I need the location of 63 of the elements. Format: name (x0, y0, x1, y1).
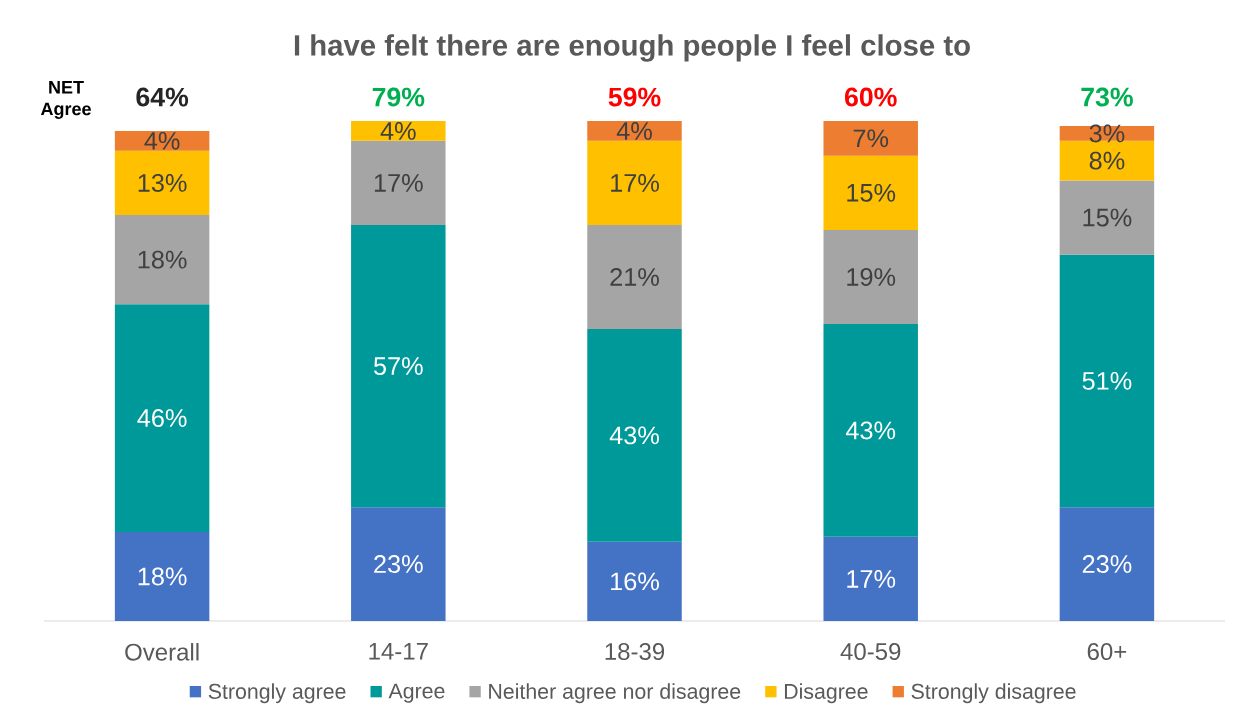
bar (587, 225, 682, 329)
data-label: 15% (847, 183, 896, 202)
data-label: 16% (611, 572, 659, 591)
data-label: 23% (374, 555, 423, 574)
chart-title: I have felt there are enough people I feel close to (294, 34, 970, 62)
x-tick-label: 40-59 (840, 643, 901, 661)
legend-label: Strongly agree (208, 683, 346, 704)
text: 64% (136, 87, 189, 107)
bar (1059, 507, 1155, 621)
x-tick-label: 14-17 (369, 643, 428, 660)
bar (114, 215, 210, 305)
x-tick-label: 18-39 (605, 643, 665, 661)
data-label: 43% (845, 421, 896, 440)
data-label: 17% (847, 570, 896, 588)
data-label: 17% (611, 174, 659, 192)
bar (587, 121, 682, 141)
legend-label: Strongly disagree (911, 683, 1076, 704)
data-label: 46% (137, 409, 187, 428)
bar (823, 155, 918, 230)
text: NET Agree (40, 81, 91, 119)
bar (114, 150, 210, 216)
data-label: 17% (374, 174, 423, 192)
data-label: 13% (138, 173, 187, 192)
data-label: 18% (138, 567, 187, 586)
bar (823, 229, 918, 324)
data-label: 8% (1089, 151, 1125, 170)
bar (587, 140, 682, 225)
bar (587, 541, 682, 621)
data-label: 51% (1082, 372, 1132, 390)
data-label: 3% (1089, 124, 1125, 143)
bar (351, 140, 446, 225)
x-tick-label: 60+ (1087, 643, 1127, 661)
text: 79% (372, 87, 425, 107)
data-label: 19% (847, 268, 896, 286)
data-label: 57% (373, 357, 423, 375)
data-label: 4% (616, 122, 652, 140)
bar (823, 324, 918, 537)
data-label: 7% (853, 129, 889, 148)
bar (114, 304, 210, 532)
bar (351, 225, 446, 508)
legend-label: Neither agree nor disagree (489, 683, 741, 704)
bar (1059, 180, 1155, 255)
data-label: 15% (1083, 208, 1132, 227)
bar (823, 121, 918, 156)
data-label: 4% (380, 122, 416, 140)
bar (823, 536, 918, 621)
bar (587, 328, 682, 542)
text: 60% (845, 87, 897, 107)
text: 73% (1081, 87, 1133, 107)
bar (114, 130, 210, 151)
data-label: 23% (1082, 555, 1132, 574)
bar (1059, 254, 1155, 508)
data-label: 18% (138, 250, 187, 269)
data-label: 4% (144, 131, 180, 150)
bar (114, 531, 210, 621)
bar (351, 507, 446, 621)
data-label: 43% (609, 426, 659, 445)
bar (351, 121, 446, 141)
text: 59% (608, 87, 661, 107)
legend-label: Agree (388, 683, 445, 703)
x-tick-label: Overall (125, 643, 199, 661)
legend-label: Disagree (784, 683, 868, 704)
data-label: 21% (610, 268, 659, 286)
